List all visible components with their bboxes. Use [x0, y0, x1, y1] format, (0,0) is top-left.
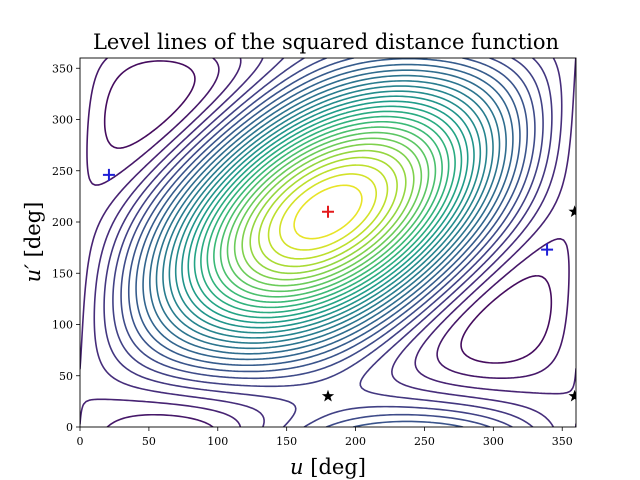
contour-level — [193, 105, 463, 319]
contour-level — [249, 149, 407, 275]
contour-level — [241, 143, 415, 281]
x-tick-label: 100 — [207, 435, 228, 448]
contour-level — [93, 58, 563, 427]
chart-title: Level lines of the squared distance func… — [93, 30, 559, 54]
contour-level — [200, 110, 456, 314]
maximum-marker — [322, 205, 334, 218]
x-tick-label: 200 — [345, 435, 366, 448]
minimum-1-marker — [321, 389, 335, 402]
contour-level — [162, 80, 494, 344]
y-tick-label: 50 — [59, 370, 73, 383]
x-tick-label: 350 — [552, 435, 573, 448]
y-tick-label: 300 — [52, 114, 73, 127]
saddle-2-marker — [541, 243, 554, 256]
contour-level — [155, 74, 501, 350]
contour-level — [112, 58, 544, 427]
contour-level — [181, 95, 475, 329]
contour-level — [267, 164, 389, 260]
y-axis-ticks: 0 50 100 150 200 250 300 350 — [52, 62, 80, 434]
x-axis-label: u [deg] — [290, 455, 366, 479]
x-tick-label: 250 — [414, 435, 435, 448]
minimum-2-marker — [568, 205, 576, 218]
contour-lines — [80, 58, 576, 427]
x-tick-label: 50 — [142, 435, 156, 448]
contour-level — [258, 156, 398, 268]
y-axis-label: u′ [deg] — [21, 202, 45, 283]
contour-level — [103, 58, 553, 427]
contour-level — [86, 58, 570, 427]
contour-level — [206, 115, 450, 309]
plot-frame — [79, 57, 577, 428]
y-tick-label: 100 — [52, 319, 73, 332]
contour-level — [219, 126, 437, 298]
contour-level — [142, 63, 514, 361]
contour-level — [226, 131, 430, 293]
y-tick-label: 250 — [52, 165, 73, 178]
minimum-3-marker — [568, 389, 576, 402]
saddle-1-marker — [102, 168, 115, 181]
contour-level — [103, 60, 553, 364]
y-tick-label: 200 — [52, 216, 73, 229]
contour-level — [80, 58, 576, 427]
contour-level — [168, 85, 488, 339]
contour-level — [213, 120, 443, 303]
x-tick-label: 300 — [483, 435, 504, 448]
x-axis-ticks: 0 50 100 150 200 250 300 350 — [77, 427, 573, 448]
contour-level — [293, 184, 363, 240]
contour-level — [278, 173, 378, 251]
y-tick-label: 350 — [52, 62, 73, 75]
x-tick-label: 0 — [77, 435, 84, 448]
contour-level — [233, 137, 423, 287]
y-tick-label: 0 — [66, 421, 73, 434]
x-tick-label: 150 — [276, 435, 297, 448]
contour-level — [174, 90, 482, 334]
critical-point-markers — [102, 168, 576, 402]
contour-level — [187, 100, 469, 324]
y-tick-label: 150 — [52, 267, 73, 280]
contour-level — [135, 58, 521, 367]
contour-level — [149, 69, 507, 355]
